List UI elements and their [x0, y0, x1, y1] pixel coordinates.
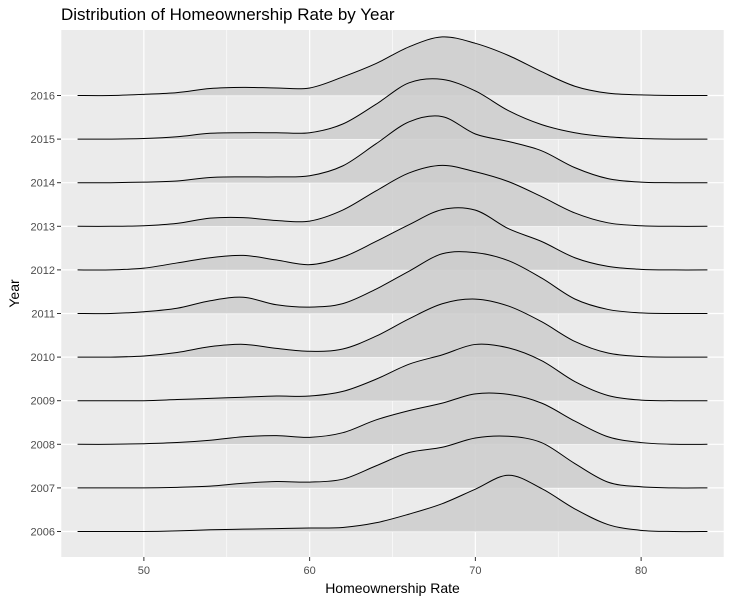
y-tick-label: 2011 — [31, 309, 55, 321]
ridge-line-2015 — [77, 78, 708, 140]
ridge-fill-2011 — [77, 251, 708, 314]
ridge-fill-2009 — [77, 344, 708, 401]
ridge-fill-2016 — [77, 36, 708, 96]
ridge-fill-2008 — [77, 392, 708, 445]
ridge-fill-2012 — [77, 207, 708, 271]
y-tick-label: 2012 — [31, 265, 55, 277]
chart-title: Distribution of Homeownership Rate by Ye… — [61, 5, 395, 24]
y-tick-label: 2010 — [31, 352, 55, 364]
density-ridges — [77, 36, 708, 533]
y-tick-label: 2006 — [31, 527, 55, 539]
x-tick-label: 80 — [635, 565, 647, 577]
ridge-fill-2007 — [77, 435, 708, 488]
axes: 50 60 70 80 2006 2007 2008 2009 2010 2011 2012 2013… — [31, 91, 648, 578]
ridge-line-2014 — [77, 115, 708, 184]
y-tick-label: 2008 — [31, 439, 55, 451]
x-axis-title: Homeownership Rate — [325, 580, 460, 596]
ridge-line-2008 — [77, 392, 708, 445]
ridge-line-2006 — [77, 474, 708, 533]
y-tick-label: 2014 — [31, 178, 55, 190]
x-tick-label: 50 — [138, 565, 150, 577]
ridge-fill-2015 — [77, 78, 708, 140]
ridge-fill-2014 — [77, 115, 708, 183]
ridge-line-2012 — [77, 207, 708, 271]
y-tick-label: 2009 — [31, 396, 55, 408]
ridge-line-2010 — [77, 298, 708, 358]
y-tick-label: 2013 — [31, 221, 55, 233]
y-tick-label: 2016 — [31, 91, 55, 103]
y-axis-title: Year — [6, 279, 22, 308]
ridge-fill-2006 — [77, 475, 708, 532]
y-tick-label: 2007 — [31, 483, 55, 495]
ridge-line-2013 — [77, 164, 708, 227]
ridge-line-2011 — [77, 251, 708, 315]
ridge-line-2016 — [77, 36, 708, 97]
x-tick-label: 70 — [469, 565, 481, 577]
ridge-line-2007 — [77, 435, 708, 489]
x-tick-label: 60 — [304, 565, 316, 577]
ridge-fill-2013 — [77, 165, 708, 227]
y-tick-label: 2015 — [31, 134, 55, 146]
ridge-line-2009 — [77, 343, 708, 402]
